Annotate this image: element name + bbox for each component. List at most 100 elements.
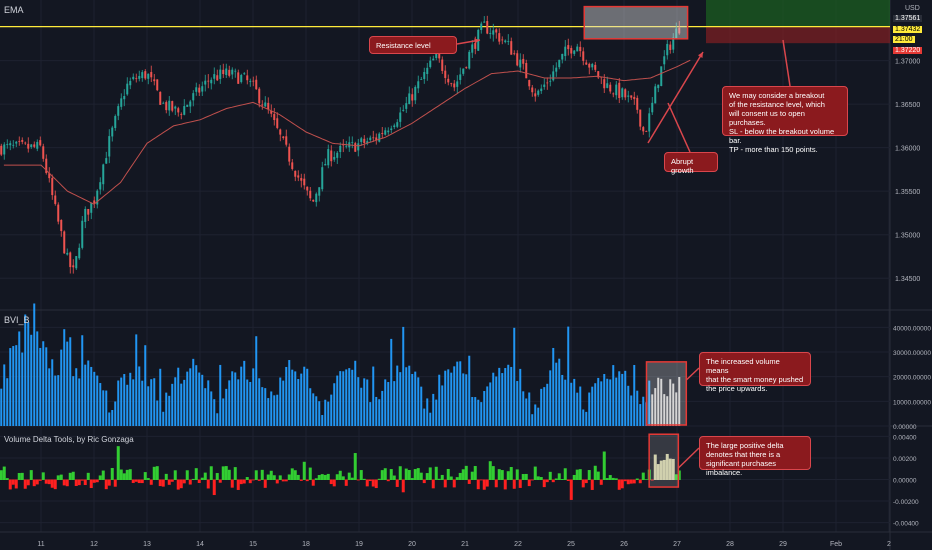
candle-body [267,102,270,110]
delta-bar [8,479,12,490]
volume-bar [477,399,480,426]
candle-body [99,182,102,190]
candle-body [375,137,378,141]
volume-bar [24,314,27,426]
candle-body [438,49,441,59]
delta-bar [377,478,381,480]
volume-bar [198,372,201,426]
candle-body [648,113,651,132]
volume-bar [249,381,252,426]
candle-body [24,142,27,144]
candle-body [357,143,360,151]
candle-body [246,75,249,81]
volume-bar [420,386,423,426]
volume-bar [594,383,597,426]
candle-body [663,56,666,65]
delta-bar [116,446,120,480]
delta-bar [467,479,471,484]
volume-bar [501,373,504,426]
delta-bar [5,478,9,480]
volume-bar [432,393,435,426]
delta-bar [113,479,117,487]
candle-body [336,152,339,158]
candle-body [672,37,675,50]
candle-body [141,72,144,79]
candle-body [60,219,63,232]
delta-bar [317,475,321,480]
candle-body [261,104,264,106]
delta-bar [233,467,237,480]
delta-bar [314,478,318,480]
delta-bar [17,473,21,480]
candle-body [381,133,384,135]
volume-bar [309,388,312,426]
volume-bar [9,348,12,426]
volume-bar [435,399,438,426]
delta-bar [248,479,252,484]
candle-body [465,67,468,68]
x-tick-label: 27 [673,541,681,548]
candle-body [459,74,462,80]
delta-bar [161,479,165,487]
breakout-note: We may consider a breakout of the resist… [722,86,848,154]
candle-body [372,137,375,139]
candle-body [597,71,600,78]
candle-body [69,252,72,268]
candle-body [408,93,411,105]
candle-body [561,53,564,60]
volume-bar [327,401,330,426]
candle-body [582,51,585,61]
volume-bar [252,368,255,426]
candle-body [102,164,105,185]
price-tick-label: 1.35000 [895,233,920,240]
delta-bar [197,479,201,484]
x-tick-label: 29 [779,541,787,548]
target-zone [706,0,890,27]
price-badge-countdown: 21:00 [893,36,915,43]
delta-bar [533,466,537,480]
volume-bar [465,374,468,426]
volume-bars [0,303,681,426]
candle-body [225,68,228,76]
candle-body [42,146,45,159]
volume-bar [486,386,489,426]
volume-bar [624,370,627,426]
candle-body [555,67,558,72]
delta-bar [296,474,300,480]
candle-body [552,71,555,81]
volume-bar [291,369,294,426]
delta-bar [596,471,600,480]
candle-body [537,90,540,95]
candle-body [528,80,531,87]
candle-body [72,265,75,268]
volume-bar [492,372,495,426]
volume-bar [183,379,186,426]
candle-body [399,112,402,122]
x-tick-label: 2 [887,541,891,548]
delta-bar [218,479,222,483]
delta-area [0,446,681,500]
volume-bar [414,371,417,426]
delta-bar [215,473,219,480]
volume-bar [207,380,210,426]
candle-body [525,63,528,79]
volume-bar [171,383,174,426]
volume-bar [303,366,306,426]
candle-body [57,204,60,222]
volume-bar [36,331,39,426]
volume-bar [219,364,222,426]
candle-body [309,190,312,199]
volume-highlight [645,361,688,426]
volume-bar [519,368,522,426]
delta-bar [173,470,177,480]
candle-body [594,64,597,70]
candle-body [282,136,285,138]
delta-bar [110,468,114,480]
candle-body [504,40,507,43]
candle-body [171,101,174,111]
delta-bar [566,479,570,481]
candle-body [498,33,501,42]
candle-body [579,46,582,52]
delta-bar [617,479,621,490]
delta-bar [155,466,159,480]
